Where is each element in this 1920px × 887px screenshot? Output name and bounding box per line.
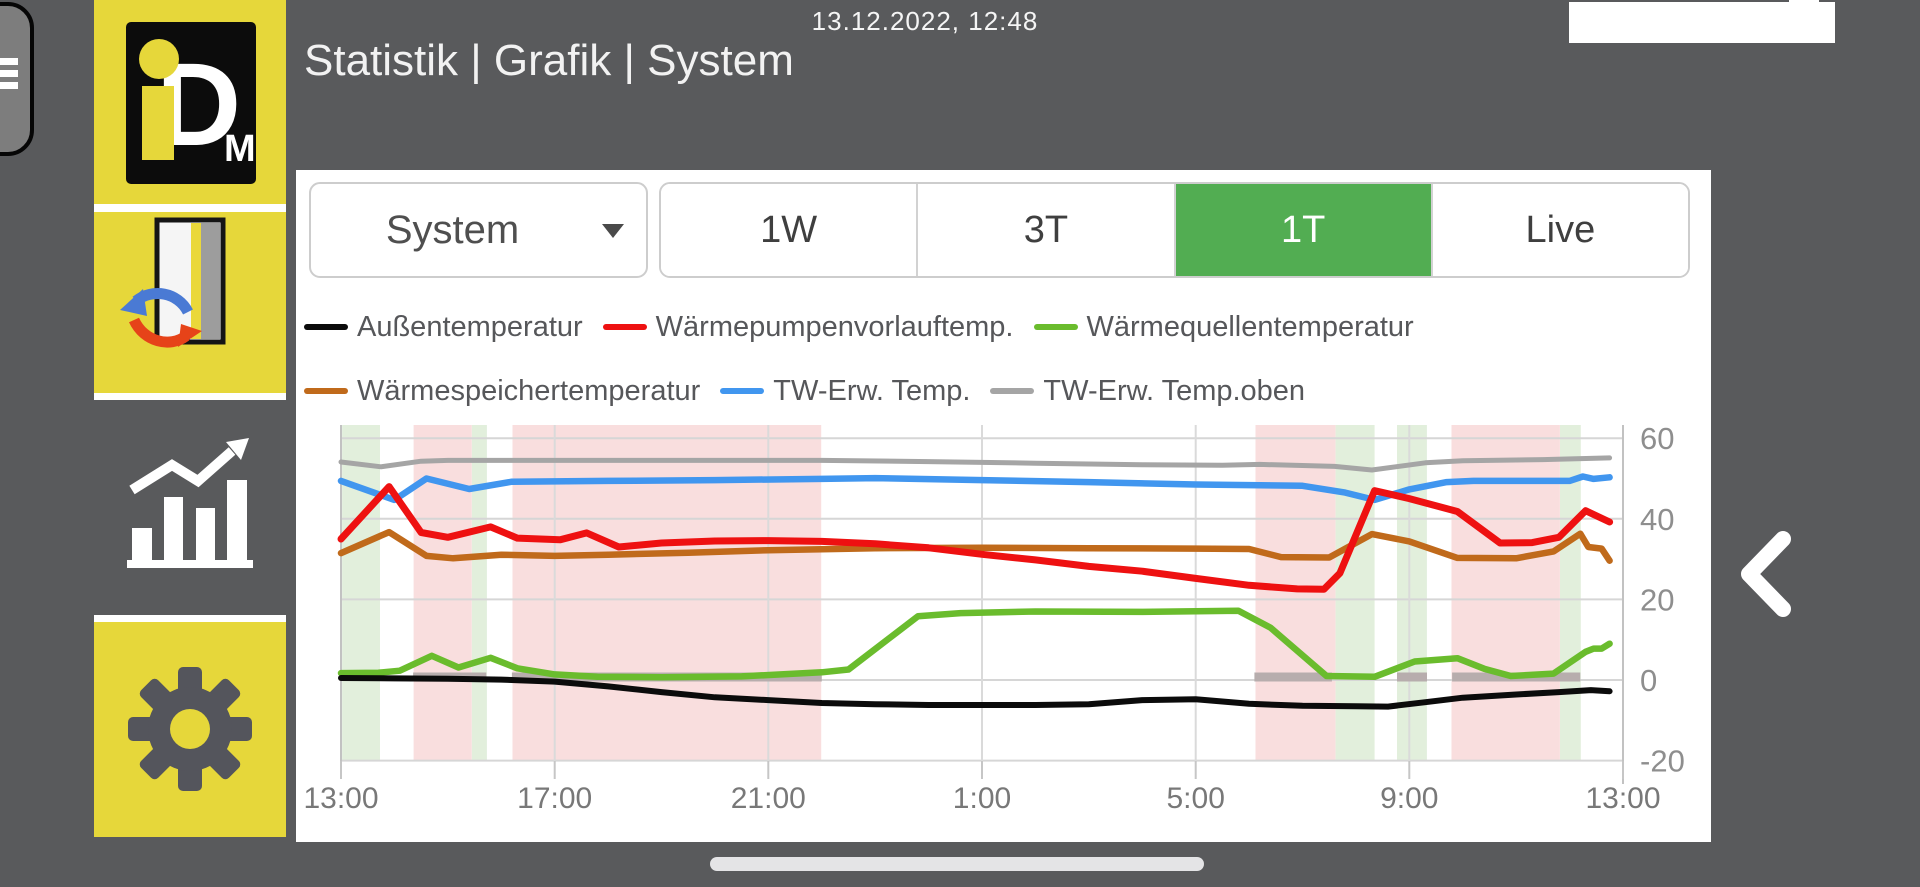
idm-logo: D M <box>126 22 256 184</box>
statistics-chart-icon <box>127 438 253 568</box>
legend-swatch <box>720 388 765 394</box>
page-title: Statistik | Grafik | System <box>304 36 794 85</box>
legend-label: TW-Erw. Temp. <box>773 374 971 407</box>
legend-item: Wärmespeichertemperatur <box>304 375 700 408</box>
legend-item: Wärmepumpenvorlauftemp. <box>602 310 1014 344</box>
sidebar-item-logo[interactable]: D M <box>94 0 286 204</box>
range-button-live[interactable]: Live <box>1430 184 1688 276</box>
chevron-down-icon <box>602 224 624 238</box>
dataset-dropdown-value: System <box>385 207 520 252</box>
legend-swatch <box>1033 324 1078 330</box>
legend-item: TW-Erw. Temp.oben <box>990 375 1305 408</box>
legend-label: Wärmespeichertemperatur <box>357 374 701 407</box>
legend-row-1: Außentemperatur Wärmepumpenvorlauftemp. Wä… <box>304 308 1434 346</box>
menu-button[interactable] <box>0 2 34 156</box>
idm-logo-i-stem <box>142 86 174 160</box>
sidebar: D M <box>94 0 286 837</box>
legend-swatch <box>990 388 1035 394</box>
sidebar-item-statistics[interactable] <box>94 400 286 615</box>
heat-exchange-icon <box>120 217 226 348</box>
content-panel: System 1W 3T 1T Live Außentemperatur Wärmepu… <box>296 170 1711 842</box>
legend-swatch <box>304 324 348 330</box>
chevron-left-icon <box>1741 531 1791 617</box>
statusbar-datetime: 13.12.2022, 12:48 <box>811 6 1039 36</box>
legend-item: Außentemperatur <box>304 311 583 344</box>
home-indicator[interactable] <box>710 857 1204 871</box>
sidebar-item-settings[interactable] <box>94 622 286 837</box>
legend-label: Außentemperatur <box>357 310 583 343</box>
dataset-dropdown[interactable]: System <box>309 182 648 278</box>
legend-row-2: Wärmespeichertemperatur TW-Erw. Temp. TW-E… <box>304 372 1434 410</box>
statusbar-redaction-box <box>1569 2 1835 43</box>
legend-label: Wärmequellentemperatur <box>1086 310 1414 343</box>
range-button-1w[interactable]: 1W <box>661 184 917 276</box>
sidebar-item-system[interactable] <box>94 212 286 393</box>
idm-logo-m: M <box>224 128 256 170</box>
legend-label: Wärmepumpenvorlauftemp. <box>655 310 1014 343</box>
back-button[interactable] <box>1722 518 1814 630</box>
chart-legend: Außentemperatur Wärmepumpenvorlauftemp. Wä… <box>304 308 1434 436</box>
settings-gear-icon <box>128 667 252 791</box>
statusbar-redaction-notch <box>1789 0 1819 6</box>
range-button-1t[interactable]: 1T <box>1173 184 1431 276</box>
range-button-group: 1W 3T 1T Live <box>659 182 1690 278</box>
legend-swatch <box>602 324 647 330</box>
legend-swatch <box>304 388 348 394</box>
legend-item: TW-Erw. Temp. <box>720 375 970 408</box>
idm-logo-i-dot <box>139 39 179 79</box>
range-button-3t[interactable]: 3T <box>916 184 1174 276</box>
legend-label: TW-Erw. Temp.oben <box>1043 374 1306 407</box>
legend-item: Wärmequellentemperatur <box>1033 310 1414 344</box>
